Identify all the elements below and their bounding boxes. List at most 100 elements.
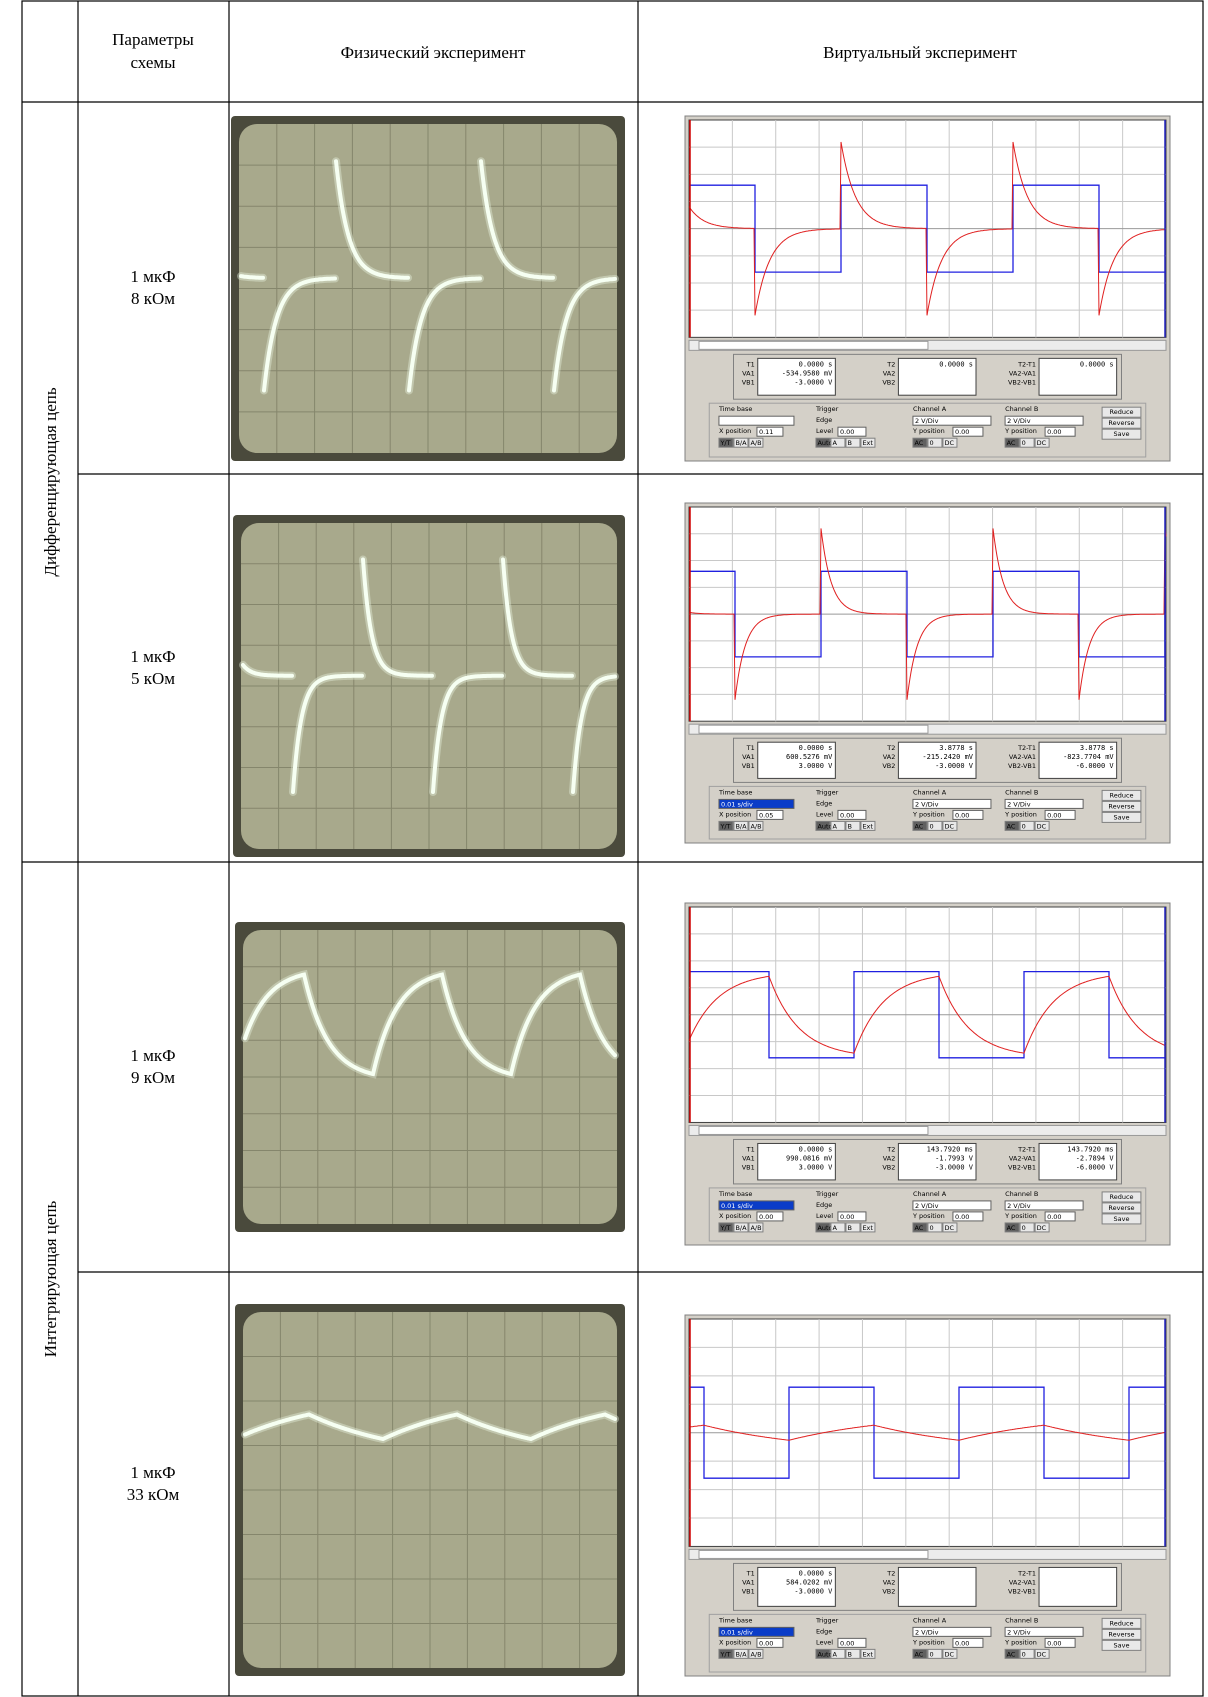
toggle-button [815, 1648, 831, 1659]
button-label: DC [1037, 1224, 1047, 1232]
group-title: Channel A [913, 405, 947, 413]
button-label: A/B [750, 822, 761, 830]
toggle-button [815, 437, 831, 448]
toggle-button [942, 437, 958, 448]
field-label: Y position [1004, 810, 1037, 818]
button-label: 0 [1022, 1224, 1026, 1232]
button-label: 0 [1022, 1650, 1026, 1658]
input-field [718, 1200, 795, 1211]
readout-value: 0.0000 s [799, 1569, 833, 1577]
oscillogram-photo [233, 515, 625, 857]
readout-value: 584.0202 mV [786, 1578, 833, 1586]
readout-label: VA1 [742, 1154, 755, 1162]
toggle-button [942, 1648, 958, 1659]
toggle-button [860, 437, 876, 448]
action-button [1101, 406, 1142, 418]
params-line: 9 кОм [131, 1068, 175, 1087]
action-button-label: Reverse [1108, 419, 1134, 427]
volts-per-div: 2 V/Div [1007, 1202, 1031, 1210]
toggle-button [733, 1648, 749, 1659]
button-label: Auto [817, 822, 832, 830]
header-physical: Физический эксперимент [341, 43, 526, 62]
button-label: B/A [735, 822, 747, 830]
toggle-button [1019, 820, 1035, 831]
params-line: 1 мкФ [130, 267, 175, 286]
readout-label: T2-T1 [1017, 360, 1036, 368]
input-field [1004, 798, 1084, 809]
action-button-label: Save [1114, 1641, 1130, 1649]
button-label: Auto [817, 1224, 832, 1232]
input-field [756, 426, 784, 437]
group-title: Channel B [1005, 1190, 1038, 1198]
field-label: Y position [1004, 427, 1037, 435]
y-position-value: 0.00 [1047, 1639, 1061, 1647]
button-label: DC [944, 822, 954, 830]
y-position-value: 0.00 [1047, 1213, 1061, 1221]
input-field [837, 809, 867, 820]
y-position-value: 0.00 [955, 811, 969, 819]
readout-label: T1 [746, 360, 755, 368]
input-field [1044, 1211, 1076, 1222]
toggle-button [733, 820, 749, 831]
readout-label: VA2 [883, 1154, 896, 1162]
button-label: Y/T [719, 1224, 730, 1232]
y-position-value: 0.00 [1047, 428, 1061, 436]
readout-value: 3.8778 s [939, 744, 973, 752]
header-params-line: Параметры [112, 30, 194, 49]
group-title: Channel A [913, 1616, 947, 1624]
toggle-button [1004, 437, 1020, 448]
x-position-value: 0.00 [759, 1213, 773, 1221]
toggle-button [845, 820, 861, 831]
toggle-button [845, 1222, 861, 1233]
readout-value: 0.0000 s [1080, 360, 1114, 368]
toggle-button [1004, 1222, 1020, 1233]
readout-value: 0.0000 s [799, 744, 833, 752]
readout-box [1038, 741, 1118, 779]
input-field [1044, 426, 1076, 437]
toggle-button [830, 1222, 846, 1233]
group-title: Time base [718, 405, 752, 413]
toggle-button [912, 1648, 928, 1659]
toggle-button [748, 1648, 764, 1659]
button-label: Ext [862, 1650, 873, 1658]
group-title: Trigger [815, 788, 839, 796]
volts-per-div: 2 V/Div [915, 800, 939, 808]
x-position-value: 0.11 [759, 428, 773, 436]
readout-value: 990.0816 mV [786, 1154, 833, 1162]
channel-b-trace [689, 1386, 1166, 1479]
header-virtual: Виртуальный эксперимент [823, 43, 1017, 62]
oscillogram-photo [231, 116, 625, 461]
readout-label: VB1 [742, 1587, 755, 1595]
toggle-button [733, 437, 749, 448]
channel-a-trace [688, 975, 1167, 1054]
group-title: Time base [718, 1616, 752, 1624]
toggle-button [1034, 437, 1050, 448]
button-label: B [847, 1224, 851, 1232]
group-title: Channel B [1005, 788, 1038, 796]
readout-box [897, 1566, 977, 1607]
action-button [1101, 1617, 1142, 1629]
y-position-value: 0.00 [1047, 811, 1061, 819]
readout-box [757, 1142, 836, 1181]
button-label: 0 [929, 1650, 933, 1658]
toggle-button [912, 437, 928, 448]
input-field [718, 1626, 795, 1637]
y-position-value: 0.00 [955, 1639, 969, 1647]
group-title: Trigger [815, 1616, 839, 1624]
toggle-button [748, 820, 764, 831]
readout-box [897, 1142, 977, 1181]
channel-a-trace [688, 528, 1167, 700]
readout-label: T1 [746, 744, 755, 752]
button-label: A [832, 1650, 837, 1658]
field-label: X position [719, 1212, 751, 1220]
y-position-value: 0.00 [955, 1213, 969, 1221]
readout-label: VB2-VB1 [1008, 1163, 1036, 1171]
channel-a-trace [688, 141, 1166, 316]
readout-value: 0.0000 s [799, 1145, 833, 1153]
readout-label: VB2-VB1 [1008, 762, 1036, 770]
input-field [1004, 1626, 1084, 1637]
toggle-button [830, 437, 846, 448]
